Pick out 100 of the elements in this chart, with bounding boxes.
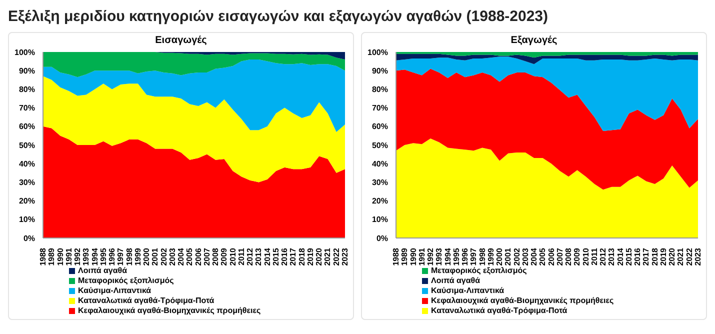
x-tick-label: 2012 — [246, 247, 255, 266]
x-tick-label: 2010 — [581, 247, 590, 266]
legend-label: Λοιπά αγαθά — [431, 276, 480, 286]
x-tick-label: 2016 — [280, 247, 290, 266]
x-tick-label: 1992 — [73, 247, 82, 266]
x-tick-label: 2004 — [176, 247, 186, 266]
legend-label: Καταναλωτικά αγαθά-Τρόφιμα-Ποτά — [431, 306, 568, 316]
x-tick-label: 2020 — [314, 247, 324, 266]
x-tick-label: 1996 — [460, 247, 470, 266]
x-tick-label: 2018 — [297, 247, 306, 266]
x-tick-label: 2014 — [262, 247, 272, 266]
y-tick-label: 50% — [372, 140, 388, 150]
y-tick-label: 50% — [18, 140, 35, 150]
x-tick-label: 2009 — [220, 247, 229, 266]
x-tick-label: 2004 — [530, 247, 539, 266]
chart-subtitle: Εξαγωγές — [510, 35, 558, 48]
y-tick-label: 80% — [18, 85, 35, 94]
y-tick-label: 0% — [376, 234, 388, 243]
x-tick-label: 2005 — [185, 247, 194, 266]
x-tick-label: 2019 — [306, 247, 315, 266]
y-tick-label: 60% — [372, 122, 388, 132]
legend-label: Μεταφορικός εξοπλισμός — [431, 266, 527, 276]
y-tick-label: 100% — [368, 48, 388, 57]
y-tick-label: 60% — [18, 122, 35, 132]
chart-subtitle: Εισαγωγές — [154, 35, 208, 48]
x-tick-label: 2018 — [650, 247, 660, 266]
x-tick-label: 1991 — [417, 247, 426, 266]
x-tick-label: 1995 — [98, 247, 108, 266]
y-tick-label: 40% — [18, 159, 35, 168]
x-tick-label: 2001 — [150, 247, 160, 266]
y-tick-label: 20% — [372, 196, 388, 206]
x-tick-label: 2007 — [555, 247, 564, 266]
x-tick-label: 2022 — [684, 247, 694, 266]
legend-label: Κεφαλαιουχικά αγαθά-Βιομηχανικές προμήθειες — [431, 296, 614, 306]
x-tick-label: 1991 — [64, 247, 74, 266]
x-tick-label: 1999 — [486, 247, 496, 266]
x-tick-label: 2009 — [572, 247, 582, 266]
x-tick-label: 1996 — [108, 247, 117, 266]
legend-label: Καταναλωτικά αγαθά-Τρόφιμα-Ποτά — [78, 296, 214, 306]
x-tick-label: 2012 — [598, 247, 608, 266]
x-tick-label: 2003 — [520, 247, 530, 266]
x-tick-label: 1998 — [124, 247, 134, 266]
y-tick-label: 10% — [372, 215, 388, 224]
x-tick-label: 2006 — [546, 247, 556, 266]
x-tick-label: 1995 — [452, 247, 461, 266]
y-tick-label: 30% — [18, 178, 35, 188]
x-tick-label: 2007 — [202, 247, 212, 266]
x-tick-label: 2000 — [142, 247, 152, 266]
y-tick-label: 70% — [18, 104, 35, 113]
x-tick-label: 2017 — [288, 247, 298, 266]
x-tick-label: 2014 — [616, 247, 625, 266]
x-tick-label: 2011 — [590, 247, 599, 266]
legend-label: Καύσιμα-Λιπαντικά — [431, 286, 504, 296]
x-tick-label: 1998 — [478, 247, 487, 266]
x-tick-label: 1994 — [443, 247, 452, 266]
y-tick-label: 80% — [372, 85, 388, 94]
x-tick-label: 1997 — [116, 247, 126, 266]
x-tick-label: 2020 — [668, 247, 677, 266]
x-tick-label: 2006 — [194, 247, 203, 266]
legend-label: Κεφαλαιουχικά αγαθά-Βιομηχανικές προμήθειες — [78, 306, 261, 316]
x-tick-label: 2016 — [633, 247, 642, 266]
x-tick-label: 1994 — [90, 247, 100, 266]
x-tick-label: 1989 — [47, 247, 56, 266]
x-tick-label: 2000 — [495, 247, 504, 266]
x-tick-label: 1993 — [82, 247, 91, 266]
x-tick-label: 1988 — [38, 247, 48, 266]
x-tick-label: 2017 — [642, 247, 651, 266]
x-tick-label: 2023 — [694, 247, 702, 266]
x-tick-label: 2015 — [624, 247, 634, 266]
x-tick-label: 1997 — [469, 247, 478, 266]
x-tick-label: 2022 — [332, 247, 341, 266]
x-tick-label: 1988 — [392, 247, 400, 266]
x-tick-label: 2013 — [607, 247, 616, 266]
y-tick-label: 100% — [14, 48, 35, 57]
legend-label: Μεταφορικός εξοπλισμός — [78, 276, 174, 286]
x-tick-label: 1992 — [426, 247, 436, 266]
y-tick-label: 10% — [18, 215, 35, 224]
x-tick-label: 2021 — [323, 247, 332, 266]
y-tick-label: 90% — [18, 66, 35, 76]
x-tick-label: 2003 — [168, 247, 177, 266]
x-tick-label: 2008 — [564, 247, 574, 266]
y-tick-label: 20% — [18, 196, 35, 206]
x-tick-label: 2013 — [254, 247, 264, 266]
x-tick-label: 1999 — [133, 247, 142, 266]
x-tick-label: 2023 — [340, 247, 350, 266]
y-tick-label: 30% — [372, 178, 388, 188]
y-tick-label: 70% — [372, 104, 388, 113]
y-tick-label: 0% — [23, 234, 35, 243]
x-tick-label: 2010 — [228, 247, 238, 266]
chart-title: Εξέλιξη μεριδίου κατηγοριών εισαγωγών και εξαγωγών αγαθών (1988-2023) — [8, 8, 550, 27]
x-tick-label: 2015 — [271, 247, 280, 266]
x-tick-label: 2011 — [236, 247, 246, 266]
legend-label: Καύσιμα-Λιπαντικά — [78, 286, 152, 296]
x-tick-label: 1990 — [408, 247, 418, 266]
x-tick-label: 2002 — [159, 247, 168, 266]
x-tick-label: 1993 — [434, 247, 444, 266]
x-tick-label: 1990 — [56, 247, 65, 266]
x-tick-label: 2019 — [658, 247, 668, 266]
x-tick-label: 2021 — [676, 247, 686, 266]
legend-label: Λοιπά αγαθά — [78, 266, 128, 276]
